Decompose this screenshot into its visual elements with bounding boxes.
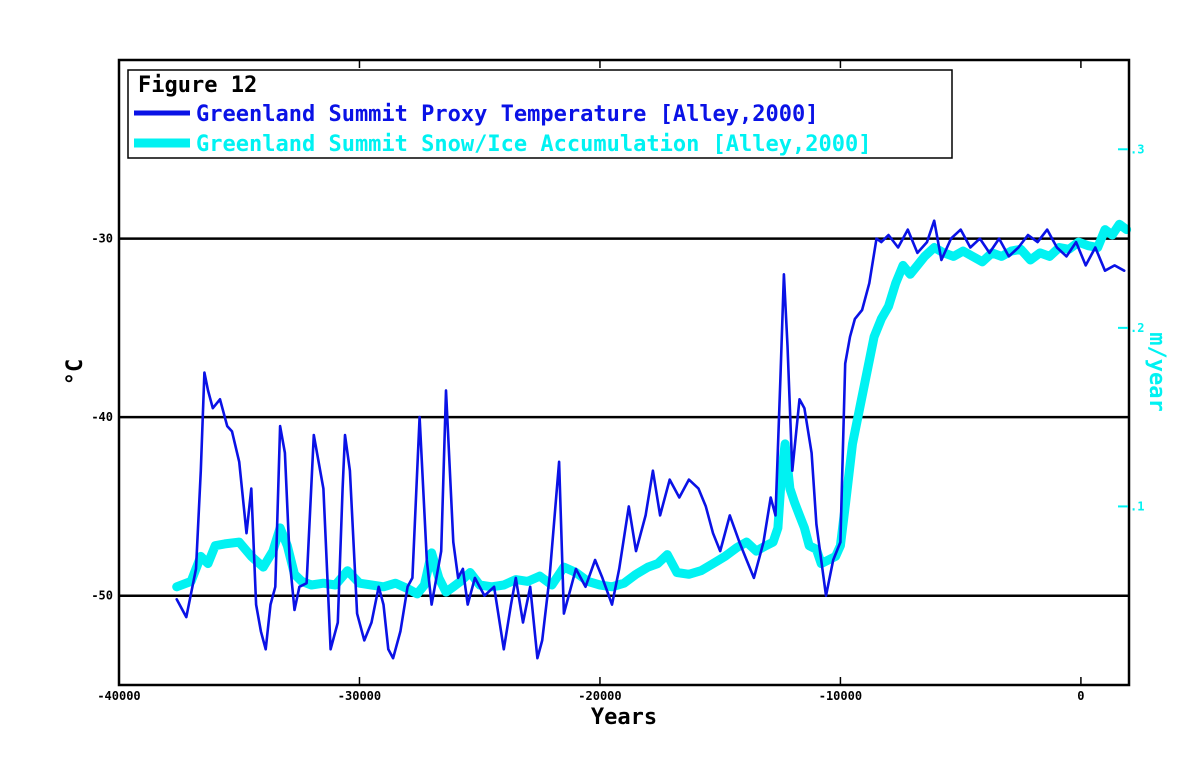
y-tick-label: -50 (91, 589, 113, 603)
x-tick-label: 0 (1077, 689, 1084, 703)
y2-axis-title: m/year (1144, 332, 1169, 411)
y-tick-label: -40 (91, 410, 113, 424)
y2-tick-label: .2 (1130, 321, 1144, 335)
x-tick-label: -20000 (578, 689, 621, 703)
legend-label-temperature: Greenland Summit Proxy Temperature [Alle… (196, 102, 819, 127)
x-tick-label: -10000 (819, 689, 862, 703)
y-tick-label: -30 (91, 232, 113, 246)
legend-box (127, 69, 953, 159)
grid-lines (119, 237, 1129, 597)
y2-tick-label: .1 (1130, 499, 1144, 513)
x-tick-label: -30000 (338, 689, 381, 703)
x-axis-title: Years (591, 705, 657, 730)
series-accumulation-line (172, 219, 1132, 599)
legend: Figure 12 Greenland Summit Proxy Tempera… (127, 69, 953, 159)
legend-label-accumulation: Greenland Summit Snow/Ice Accumulation [… (196, 132, 872, 157)
plot-frame (117, 58, 1131, 687)
x-tick-label: -40000 (97, 689, 140, 703)
y2-tick-label: .3 (1130, 142, 1144, 156)
axis-ticks: -50 -40 -30 -40000 -30000 -20000 -10000 0 .1 .2 .3 (91, 60, 1144, 703)
y-axis-title: °C (63, 359, 88, 386)
legend-title: Figure 12 (138, 73, 257, 98)
series-temperature-line (175, 219, 1126, 660)
series-lines (172, 219, 1132, 660)
